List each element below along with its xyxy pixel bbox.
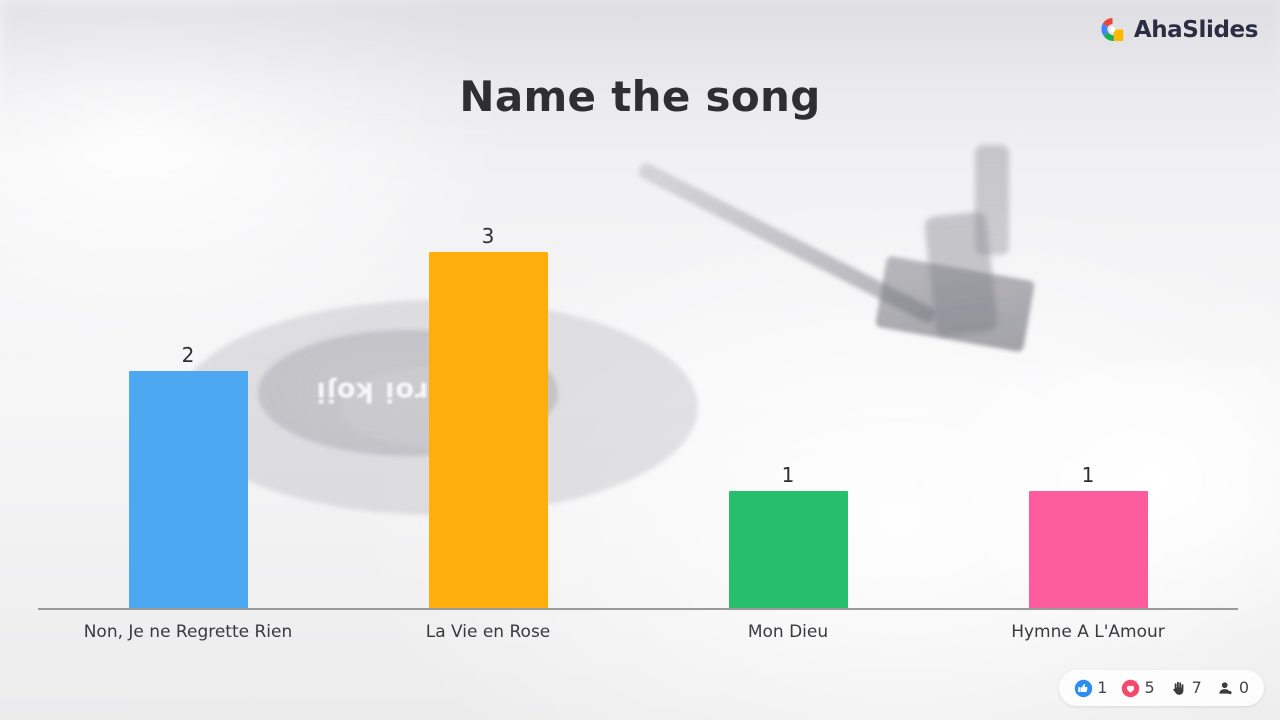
bar-value-label: 2 xyxy=(181,343,195,368)
ahaslides-logo-icon xyxy=(1101,18,1124,41)
reaction-count-raised-hand: 7 xyxy=(1191,678,1202,697)
raised-hand-icon[interactable] xyxy=(1169,679,1188,698)
category-label-3: Hymne A L'Amour xyxy=(1011,622,1165,642)
reaction-count-participants: 0 xyxy=(1238,678,1249,697)
reaction-raised-hand[interactable]: 7 xyxy=(1169,679,1202,698)
participant-icon[interactable] xyxy=(1216,679,1235,698)
bar-column[interactable]: 1 xyxy=(938,180,1238,610)
bar-value-label: 1 xyxy=(1081,462,1095,487)
bar-column[interactable]: 2 xyxy=(38,180,338,610)
category-label-0: Non, Je ne Regrette Rien xyxy=(83,622,293,642)
bar-mon-dieu[interactable] xyxy=(728,490,848,610)
ahaslides-logo: AhaSlides xyxy=(1099,16,1258,43)
bar-column[interactable]: 1 xyxy=(638,180,938,610)
reaction-count-thumbs-up: 1 xyxy=(1097,678,1108,697)
reaction-thumbs-up[interactable]: 1 xyxy=(1074,679,1107,698)
heart-icon[interactable] xyxy=(1121,679,1140,698)
reaction-heart[interactable]: 5 xyxy=(1121,678,1155,698)
chart-category-labels: Non, Je ne Regrette Rien La Vie en Rose … xyxy=(38,622,1238,642)
background-top-band xyxy=(0,0,1280,150)
bar-column[interactable]: 3 xyxy=(338,180,638,610)
page-title: Name the song xyxy=(459,72,821,121)
logo-wordmark: AhaSlides xyxy=(1133,16,1259,43)
chart-x-axis-line xyxy=(38,608,1238,610)
bar-chart: 2 3 1 1 xyxy=(38,180,1238,610)
bar-hymne-a-lamour[interactable] xyxy=(1028,490,1148,610)
category-label-1: La Vie en Rose xyxy=(425,622,551,642)
reaction-participants[interactable]: 0 xyxy=(1216,679,1249,698)
reaction-count-heart: 5 xyxy=(1144,678,1155,697)
reactions-bar: 1 5 7 0 xyxy=(1059,670,1264,706)
thumbs-up-icon[interactable] xyxy=(1074,679,1093,698)
chart-plot-area: 2 3 1 1 xyxy=(38,180,1238,610)
bar-value-label: 1 xyxy=(781,462,795,487)
category-label-2: Mon Dieu xyxy=(747,622,829,642)
bar-value-label: 3 xyxy=(481,223,495,248)
bar-non-je-ne-regrette-rien[interactable] xyxy=(128,371,248,610)
background-spindle-post xyxy=(975,145,1009,255)
bar-la-vie-en-rose[interactable] xyxy=(428,251,548,610)
